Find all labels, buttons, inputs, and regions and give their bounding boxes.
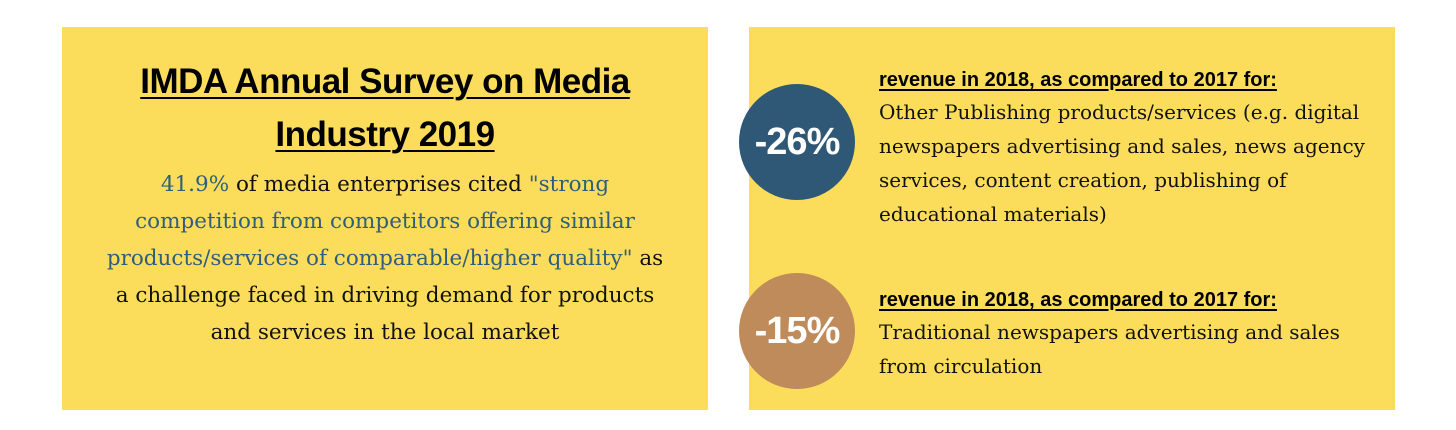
stat-text: Traditional newspapers advertising and s… (879, 320, 1340, 378)
stat-value: -26% (754, 120, 841, 163)
stat-value: -15% (754, 309, 841, 352)
revenue-panel: -26% revenue in 2018, as compared to 201… (739, 27, 1395, 410)
highlight-quote: "strong competition from competitors off… (106, 172, 635, 271)
survey-text: 41.9% of media enterprises cited "strong… (98, 166, 672, 351)
survey-panel: IMDA Annual Survey on Media Industry 201… (62, 27, 708, 410)
highlight-stat: 41.9% (160, 172, 230, 197)
text: of media enterprises cited (229, 172, 529, 197)
stat-heading: revenue in 2018, as compared to 2017 for… (879, 289, 1277, 311)
stat-circle: -15% (739, 273, 855, 389)
stat-text: Other Publishing products/services (e.g.… (879, 100, 1365, 226)
panel-title: IMDA Annual Survey on Media Industry 201… (140, 62, 630, 154)
text: as a challenge faced in driving demand f… (115, 246, 664, 345)
stat-circle: -26% (739, 84, 855, 200)
stat-heading: revenue in 2018, as compared to 2017 for… (879, 69, 1277, 91)
stat-description: revenue in 2018, as compared to 2017 for… (879, 65, 1389, 231)
stat-description: revenue in 2018, as compared to 2017 for… (879, 285, 1389, 383)
